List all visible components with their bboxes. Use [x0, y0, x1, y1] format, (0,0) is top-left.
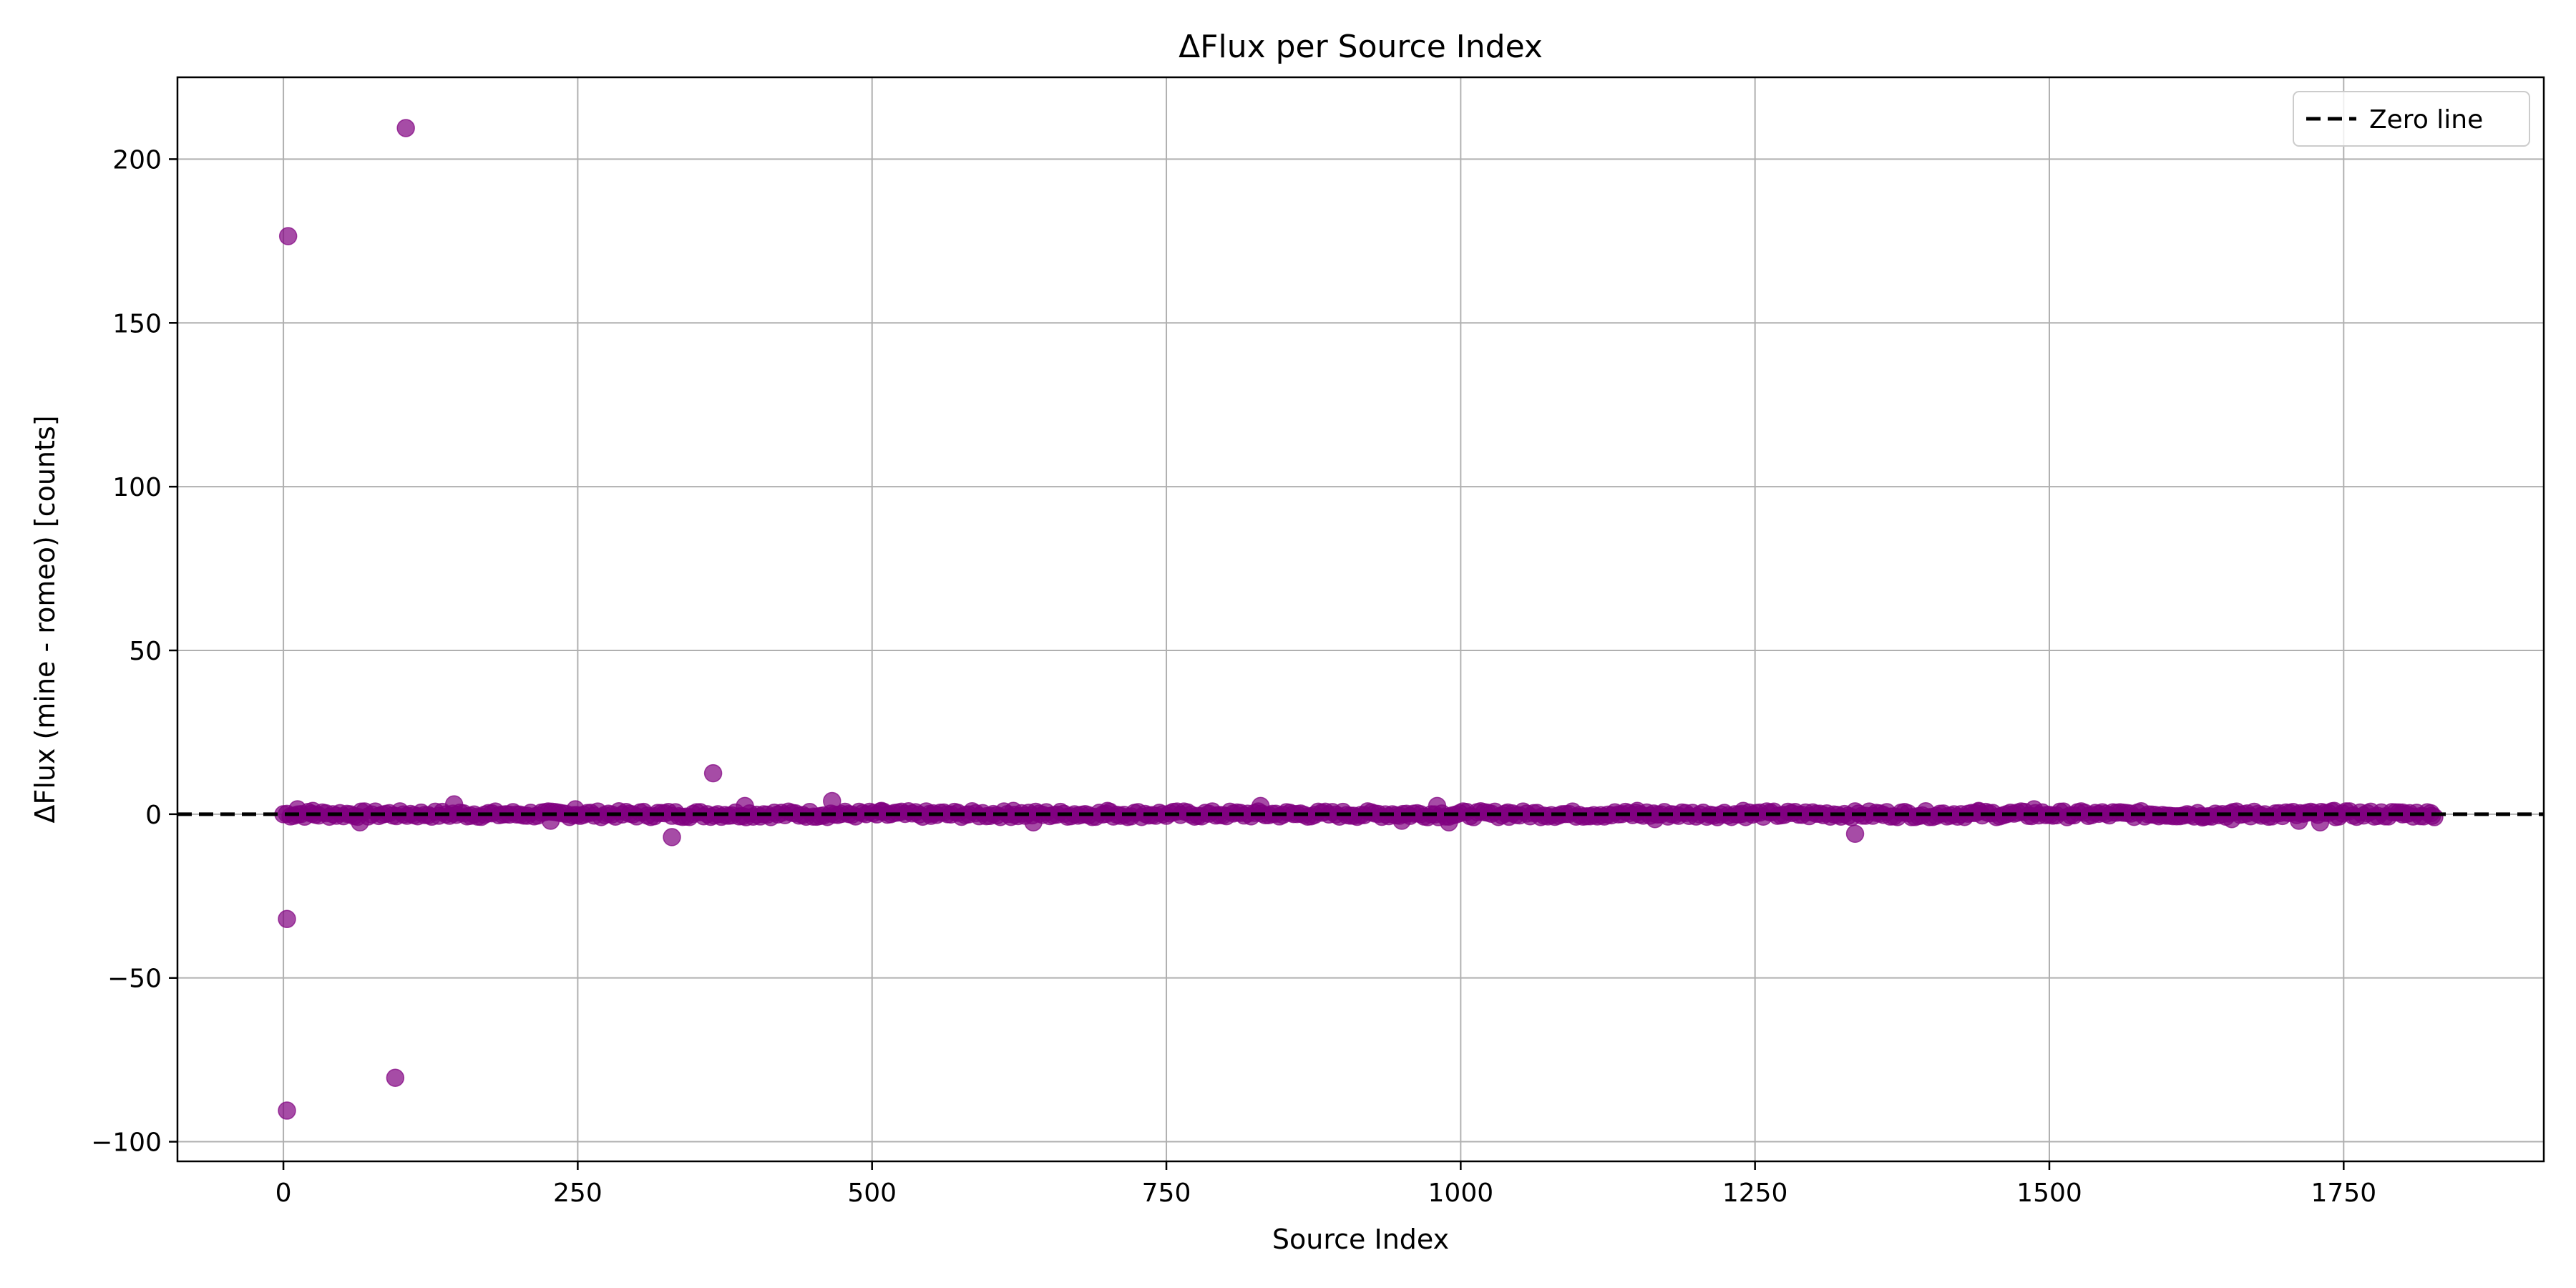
data-point	[278, 1101, 296, 1120]
data-point	[1024, 813, 1043, 832]
data-point	[1251, 796, 1270, 816]
data-point	[1845, 824, 1865, 844]
chart-title: ΔFlux per Source Index	[1179, 29, 1543, 65]
data-point	[2311, 813, 2330, 832]
data-point	[1440, 813, 1458, 832]
data-point	[1628, 801, 1646, 821]
data-point	[1969, 801, 1989, 821]
data-point	[278, 909, 296, 929]
x-axis-label: Source Index	[1272, 1224, 1449, 1255]
plot-frame	[176, 76, 2545, 1163]
legend-label-zero-line: Zero line	[2369, 105, 2483, 135]
data-point	[872, 801, 891, 821]
y-axis-label: ΔFlux (mine - romeo) [counts]	[29, 415, 61, 823]
legend: Zero line	[2293, 91, 2530, 147]
legend-box	[2293, 91, 2530, 147]
data-point	[1734, 801, 1752, 821]
data-point	[396, 119, 415, 137]
y-tick-label: 200	[112, 145, 162, 175]
data-point	[663, 828, 681, 847]
data-point	[351, 813, 369, 832]
data-point	[541, 811, 560, 830]
grid-layer	[177, 77, 2544, 1161]
y-tick-label: 50	[129, 637, 162, 666]
data-point	[2193, 808, 2212, 827]
x-tick-label: 750	[1142, 1179, 1191, 1208]
x-tick-label: 1000	[1428, 1179, 1494, 1208]
x-tick-label: 1250	[1722, 1179, 1788, 1208]
ticks-layer: 0 250 500 750 1000 1250 1500 1750 −100 −50 0 50 100 1…	[91, 145, 2376, 1208]
x-tick-label: 1750	[2311, 1179, 2376, 1208]
y-tick-label: 100	[112, 473, 162, 502]
x-tick-label: 500	[847, 1179, 897, 1208]
y-tick-label: 150	[112, 309, 162, 338]
y-tick-label: 0	[145, 801, 162, 830]
data-point	[303, 801, 322, 821]
data-point	[736, 796, 754, 816]
data-point	[2325, 801, 2343, 821]
data-point	[2290, 811, 2308, 830]
marks-layer	[274, 119, 2444, 1120]
data-point	[278, 227, 298, 245]
x-tick-label: 250	[553, 1179, 602, 1208]
data-point	[823, 791, 841, 811]
x-tick-label: 1500	[2016, 1179, 2082, 1208]
x-tick-label: 0	[275, 1179, 292, 1208]
data-point	[1428, 796, 1447, 816]
data-point	[703, 763, 723, 783]
data-point	[386, 1068, 405, 1088]
y-tick-label: −50	[107, 965, 162, 994]
data-point	[1392, 811, 1411, 830]
y-tick-label: −100	[91, 1128, 162, 1158]
data-point	[1098, 801, 1117, 821]
data-point	[444, 795, 464, 814]
data-point	[1004, 801, 1023, 821]
